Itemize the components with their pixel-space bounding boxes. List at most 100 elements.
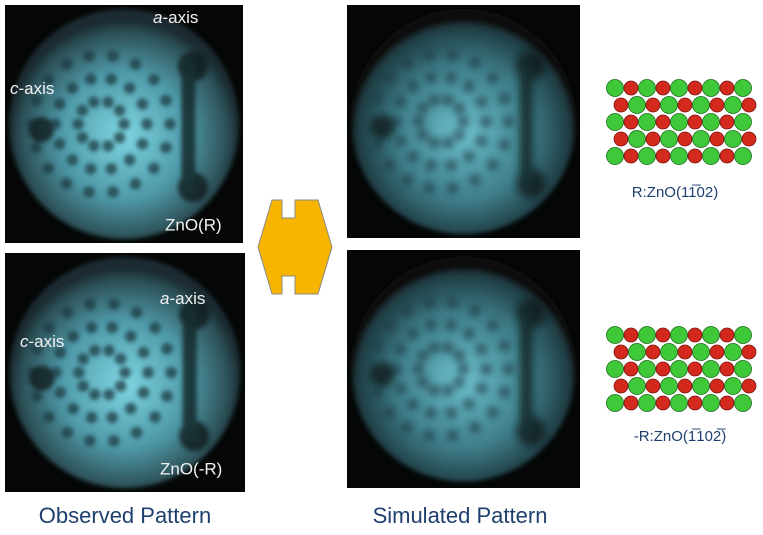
zinc-atom — [639, 148, 656, 165]
spot — [102, 96, 114, 108]
spot — [487, 159, 498, 170]
spot — [73, 367, 85, 379]
spot — [88, 96, 100, 108]
spot — [469, 422, 480, 433]
spot — [442, 94, 453, 105]
oxygen-atom — [688, 81, 702, 95]
spot — [83, 50, 95, 62]
oxygen-atom — [720, 362, 734, 376]
oxygen-atom — [742, 98, 756, 112]
spot — [428, 94, 439, 105]
spot — [417, 377, 428, 388]
spot — [442, 137, 453, 148]
spot — [372, 340, 383, 351]
oxygen-atom — [624, 396, 638, 410]
double-arrow — [258, 200, 332, 294]
spot — [417, 129, 428, 140]
axis-letter: a — [160, 289, 169, 308]
spot — [407, 151, 418, 162]
zinc-atom — [703, 148, 720, 165]
spot — [499, 386, 510, 397]
spot — [61, 58, 73, 70]
spot — [107, 50, 119, 62]
oxygen-atom — [710, 345, 724, 359]
zinc-atom — [671, 361, 688, 378]
spot — [442, 385, 453, 396]
oxygen-atom — [624, 115, 638, 129]
spot — [86, 322, 98, 334]
oxygen-atom — [688, 328, 702, 342]
spot — [84, 435, 96, 447]
oxygen-atom — [624, 149, 638, 163]
spot — [424, 297, 435, 308]
zinc-atom — [735, 80, 752, 97]
spot — [138, 347, 150, 359]
axis-suffix: -axis — [29, 332, 65, 351]
spot — [384, 72, 395, 83]
zinc-atom — [661, 344, 678, 361]
oxygen-atom — [614, 345, 628, 359]
spot — [124, 82, 136, 94]
spot — [425, 72, 436, 83]
spot — [77, 105, 89, 117]
spot — [115, 353, 127, 365]
spot — [469, 305, 480, 316]
oxygen-atom — [720, 328, 734, 342]
band — [182, 55, 196, 193]
oxygen-atom — [656, 81, 670, 95]
spot — [77, 380, 89, 392]
oxygen-atom — [678, 132, 692, 146]
spot — [395, 344, 406, 355]
spot — [161, 343, 173, 355]
spot — [499, 139, 510, 150]
spot — [115, 380, 127, 392]
spot — [137, 98, 149, 110]
spot — [160, 95, 172, 107]
spot — [83, 186, 95, 198]
spot — [425, 320, 436, 331]
zinc-atom — [671, 148, 688, 165]
spot — [67, 82, 79, 94]
spot — [142, 367, 154, 379]
crystal-model — [607, 327, 757, 412]
oxygen-atom — [656, 149, 670, 163]
spot — [407, 328, 418, 339]
spot — [447, 182, 458, 193]
spot — [55, 387, 67, 399]
spot — [130, 58, 142, 70]
spot — [503, 363, 514, 374]
spot — [61, 178, 73, 190]
a-axis-label: a-axis — [153, 8, 198, 27]
spot — [445, 160, 456, 171]
spot — [445, 407, 456, 418]
spot — [119, 367, 131, 379]
oxygen-atom — [720, 81, 734, 95]
oxygen-atom — [624, 362, 638, 376]
spot — [108, 435, 120, 447]
c-axis-label: c-axis — [10, 79, 54, 98]
spot — [395, 96, 406, 107]
zinc-atom — [703, 327, 720, 344]
zinc-atom — [607, 395, 624, 412]
structure-label: R:ZnO(11̅02) — [632, 184, 718, 201]
oxygen-atom — [624, 328, 638, 342]
spot — [89, 345, 101, 357]
zinc-atom — [693, 131, 710, 148]
zinc-atom — [693, 378, 710, 395]
spot — [454, 103, 465, 114]
spot — [503, 116, 514, 127]
spot — [103, 345, 115, 357]
oxygen-atom — [656, 362, 670, 376]
spot — [85, 73, 97, 85]
spot — [29, 366, 54, 391]
oxygen-atom — [614, 98, 628, 112]
spot — [428, 342, 439, 353]
spot — [114, 105, 126, 117]
zinc-atom — [725, 344, 742, 361]
spot — [499, 340, 510, 351]
zinc-atom — [725, 131, 742, 148]
axis-letter: a — [153, 8, 162, 27]
axis-suffix: -axis — [19, 79, 55, 98]
zinc-atom — [639, 80, 656, 97]
spot — [402, 422, 413, 433]
